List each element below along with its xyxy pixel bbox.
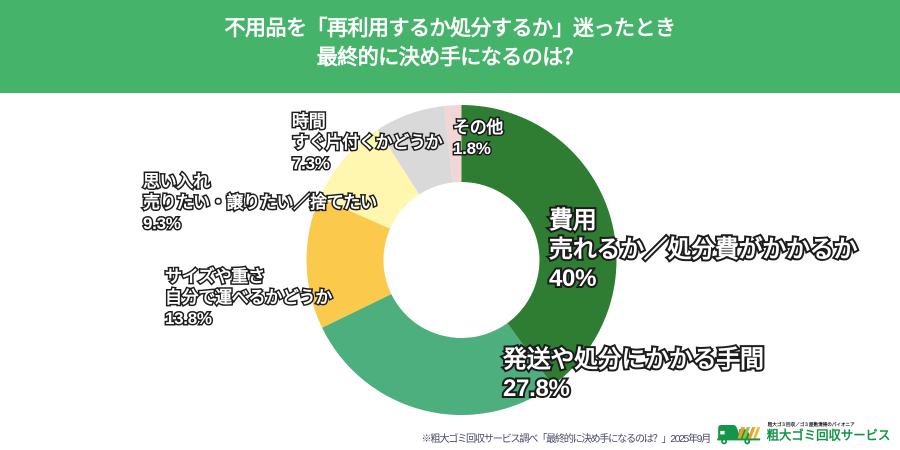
svg-text:粗大ゴミ回収／ゴミ屋敷清掃のパイオニア: 粗大ゴミ回収／ゴミ屋敷清掃のパイオニア <box>768 421 855 428</box>
svg-text:粗大ゴミ回収サービス: 粗大ゴミ回収サービス <box>767 428 891 443</box>
